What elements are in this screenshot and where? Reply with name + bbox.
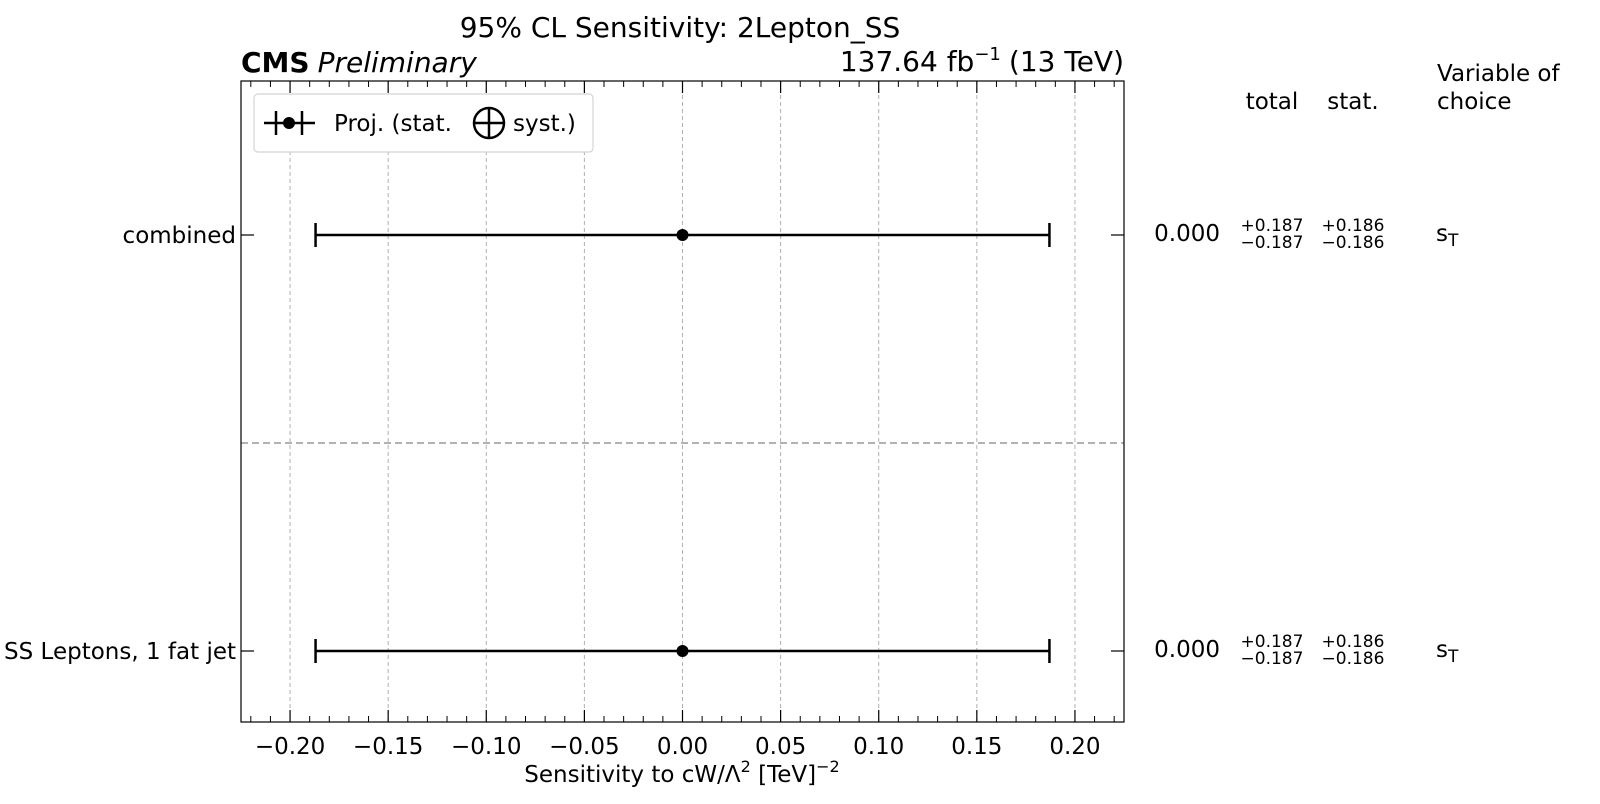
- plot-frame: [240, 80, 1125, 723]
- x-tick-label: 0.10: [853, 734, 904, 760]
- total-error-up: +0.187: [1241, 632, 1304, 652]
- variable-subscript: T: [1447, 231, 1459, 251]
- x-axis-ticks: −0.20 −0.15 −0.10 −0.05 0.00 0.05 0.10 0.15 0.20: [250, 81, 1115, 760]
- column-header-stat: stat.: [1327, 89, 1378, 115]
- x-axis-label-main: Sensitivity to cW/Λ: [524, 762, 741, 788]
- x-axis-label-unit: [TeV]: [751, 762, 816, 788]
- total-error-down: −0.187: [1241, 233, 1304, 253]
- total-error-up: +0.187: [1241, 216, 1304, 236]
- x-tick-label: 0.15: [951, 734, 1002, 760]
- x-tick-label: −0.20: [255, 734, 325, 760]
- x-axis-label-sup2: −2: [816, 757, 840, 776]
- stat-error-down: −0.186: [1322, 233, 1385, 253]
- luminosity-exponent: −1: [974, 44, 1001, 65]
- category-label: SS Leptons, 1 fat jet: [4, 639, 236, 665]
- chart-title: 95% CL Sensitivity: 2Lepton_SS: [460, 11, 901, 44]
- data-rows: [314, 223, 1051, 663]
- side-annotations: 0.000 +0.187−0.187+0.186−0.186 sT0.000 +0.1…: [1154, 216, 1459, 669]
- data-point: [676, 645, 689, 657]
- category-label: combined: [123, 223, 236, 249]
- y-axis-category-labels: combined SS Leptons, 1 fat jet: [4, 223, 1124, 665]
- legend-marker-icon: [264, 111, 315, 135]
- x-tick-label: 0.05: [755, 734, 806, 760]
- variable-label: sT: [1436, 221, 1459, 251]
- legend: Proj. (stat. syst.): [253, 93, 594, 153]
- variable-subscript: T: [1447, 647, 1459, 667]
- data-point: [676, 229, 689, 241]
- x-axis-label: Sensitivity to cW/Λ2 [TeV]−2: [524, 757, 839, 788]
- column-header-variable-line1: Variable of: [1437, 61, 1561, 87]
- legend-label-syst: syst.): [513, 111, 576, 137]
- x-axis-label-sup1: 2: [741, 757, 751, 776]
- variable-symbol: s: [1436, 637, 1448, 663]
- luminosity-label: 137.64 fb−1 (13 TeV): [840, 44, 1124, 78]
- central-value: 0.000: [1154, 637, 1220, 663]
- central-value: 0.000: [1154, 221, 1220, 247]
- column-header-total: total: [1246, 89, 1299, 115]
- stat-error-up: +0.186: [1322, 216, 1385, 236]
- x-tick-label: −0.05: [549, 734, 619, 760]
- legend-label-stat: Proj. (stat.: [334, 111, 452, 137]
- legend-box: [253, 93, 594, 153]
- oplus-icon: [472, 106, 506, 140]
- x-tick-label: 0.20: [1049, 734, 1100, 760]
- stat-error-up: +0.186: [1322, 632, 1385, 652]
- grid-lines: [289, 81, 1076, 722]
- luminosity-value: 137.64 fb: [840, 45, 975, 78]
- stat-error-down: −0.186: [1322, 649, 1385, 669]
- x-tick-label: −0.15: [353, 734, 423, 760]
- x-tick-label: 0.00: [657, 734, 708, 760]
- x-tick-label: −0.10: [451, 734, 521, 760]
- variable-symbol: s: [1436, 221, 1448, 247]
- energy-label: (13 TeV): [1009, 45, 1124, 78]
- column-header-variable-line2: choice: [1437, 89, 1511, 115]
- total-error-down: −0.187: [1241, 649, 1304, 669]
- variable-label: sT: [1436, 637, 1459, 667]
- experiment-status: Preliminary: [318, 46, 478, 79]
- experiment-name: CMS: [241, 46, 310, 79]
- experiment-label: CMS Preliminary: [241, 46, 477, 79]
